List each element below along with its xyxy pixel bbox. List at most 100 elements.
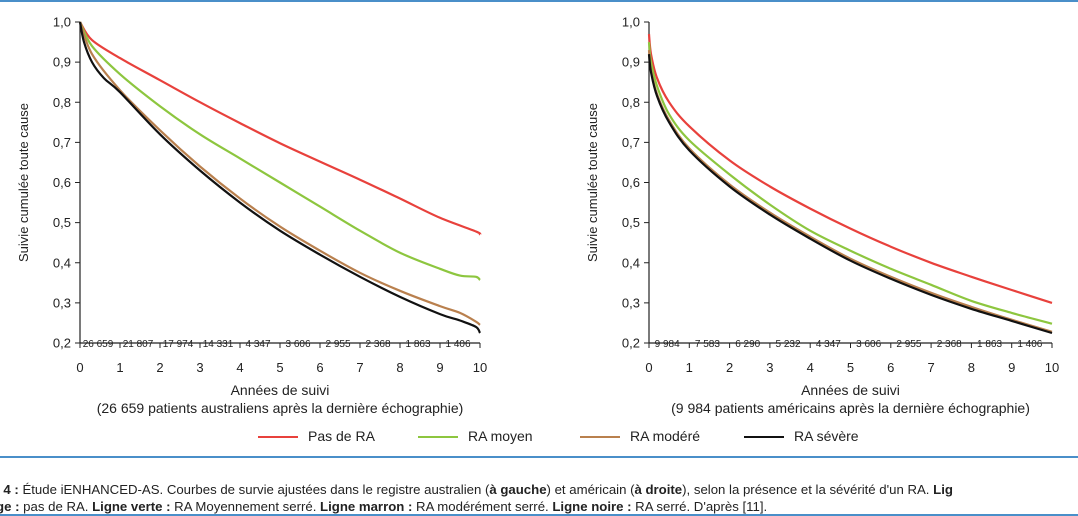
chart1-series-pas-de-ra bbox=[79, 21, 482, 236]
top-rule bbox=[0, 0, 1078, 2]
chart1-y-tick-label: 1,0 bbox=[53, 15, 71, 30]
chart2-x-tick-label: 3 bbox=[766, 360, 773, 375]
chart2-at-risk-label: 7 583 bbox=[695, 339, 720, 350]
chart1-x-tick-label: 7 bbox=[356, 360, 363, 375]
chart2-at-risk-label: 6 290 bbox=[735, 339, 760, 350]
chart2-series-ra-moyen bbox=[647, 42, 1053, 325]
legend-label: RA sévère bbox=[794, 428, 859, 444]
chart2-x-tick-label: 2 bbox=[726, 360, 733, 375]
caption-bold: Ligne verte : bbox=[92, 499, 171, 514]
figure-caption: g. 4 : Étude iENHANCED-AS. Courbes de su… bbox=[0, 481, 1078, 515]
chart2-x-tick-label: 5 bbox=[847, 360, 854, 375]
chart1-y-axis-label: Suivie cumulée toute cause bbox=[16, 103, 31, 262]
chart2-at-risk-label: 2 368 bbox=[937, 339, 962, 350]
chart1-series-ra-modere bbox=[78, 21, 481, 326]
chart1-x-axis-sublabel: (26 659 patients australiens après la de… bbox=[97, 400, 464, 416]
chart1-y-tick-label: 0,8 bbox=[53, 95, 71, 110]
chart2-series-ra-modere bbox=[647, 50, 1053, 333]
chart2-y-tick-label: 0,4 bbox=[622, 255, 640, 270]
chart2-at-risk-label: 9 984 bbox=[655, 339, 680, 350]
chart1-at-risk-label: 1 406 bbox=[445, 339, 470, 350]
legend-swatch-black bbox=[744, 436, 784, 439]
legend-item-ra-moyen: RA moyen bbox=[418, 428, 533, 444]
legend: Pas de RA RA moyen RA modéré RA sévère bbox=[0, 424, 1078, 450]
legend-label: RA modéré bbox=[630, 428, 701, 444]
chart1-y-tick-label: 0,3 bbox=[53, 295, 71, 310]
chart1-x-tick-label: 1 bbox=[116, 360, 123, 375]
chart2-x-axis-label: Années de suivi bbox=[801, 382, 900, 398]
chart1-at-risk-label: 26 659 bbox=[83, 339, 114, 350]
chart1-at-risk-label: 1 863 bbox=[405, 339, 430, 350]
chart1-x-tick-label: 8 bbox=[396, 360, 403, 375]
chart1-x-tick-label: 3 bbox=[196, 360, 203, 375]
chart1-at-risk-label: 3 606 bbox=[285, 339, 310, 350]
caption-text: RA serré. D'après [11]. bbox=[631, 499, 768, 514]
chart1-at-risk-label: 2 955 bbox=[325, 339, 350, 350]
caption-top-rule bbox=[0, 456, 1078, 458]
caption-line-1: g. 4 : Étude iENHANCED-AS. Courbes de su… bbox=[0, 481, 1078, 498]
chart2-x-tick-label: 7 bbox=[927, 360, 934, 375]
chart2-at-risk-label: 2 955 bbox=[896, 339, 921, 350]
caption-fig-label: g. 4 : bbox=[0, 482, 19, 497]
chart2-y-tick-label: 1,0 bbox=[622, 15, 640, 30]
chart1-at-risk-label: 4 347 bbox=[245, 339, 270, 350]
caption-text: ) et américain ( bbox=[546, 482, 635, 497]
chart2-x-tick-label: 4 bbox=[807, 360, 814, 375]
chart2-x-axis-sublabel: (9 984 patients américains après la dern… bbox=[671, 400, 1030, 416]
legend-item-pas-de-ra: Pas de RA bbox=[258, 428, 375, 444]
legend-item-ra-severe: RA sévère bbox=[744, 428, 859, 444]
chart1-x-tick-label: 2 bbox=[156, 360, 163, 375]
caption-text: ), selon la présence et la sévérité d'un… bbox=[682, 482, 934, 497]
chart1-at-risk-label: 17 974 bbox=[163, 339, 194, 350]
legend-swatch-green bbox=[418, 436, 458, 439]
caption-text: RA Moyennement serré. bbox=[170, 499, 321, 514]
caption-bold: Ligne noire : bbox=[552, 499, 632, 514]
chart2-at-risk-label: 1 863 bbox=[977, 339, 1002, 350]
caption-bold: à gauche bbox=[489, 482, 547, 497]
chart1-y-tick-label: 0,4 bbox=[53, 255, 71, 270]
chart2-x-tick-label: 0 bbox=[645, 360, 652, 375]
chart2-x-tick-label: 1 bbox=[686, 360, 693, 375]
chart2-series-pas-de-ra bbox=[647, 33, 1053, 304]
chart2-y-axis-label: Suivie cumulée toute cause bbox=[585, 103, 600, 262]
chart1-at-risk-label: 21 807 bbox=[123, 339, 154, 350]
chart2-y-tick-label: 0,8 bbox=[622, 95, 640, 110]
caption-text: Étude iENHANCED-AS. Courbes de survie aj… bbox=[18, 482, 490, 497]
caption-line-2: uge : pas de RA. Ligne verte : RA Moyenn… bbox=[0, 498, 1078, 515]
caption-bold: Lig bbox=[933, 482, 953, 497]
caption-bold: uge : bbox=[0, 499, 20, 514]
chart1-y-tick-label: 0,7 bbox=[53, 135, 71, 150]
chart1-x-tick-label: 5 bbox=[276, 360, 283, 375]
chart2-y-tick-label: 0,3 bbox=[622, 295, 640, 310]
chart1-series-ra-severe bbox=[78, 21, 481, 334]
chart1-y-tick-label: 0,2 bbox=[53, 336, 71, 351]
legend-item-ra-modere: RA modéré bbox=[580, 428, 700, 444]
chart1-x-tick-label: 9 bbox=[436, 360, 443, 375]
chart2-x-tick-label: 6 bbox=[887, 360, 894, 375]
caption-bold: Ligne marron : bbox=[320, 499, 413, 514]
chart2-series-ra-severe bbox=[647, 53, 1053, 335]
chart2-x-tick-label: 10 bbox=[1045, 360, 1059, 375]
chart1-x-tick-label: 4 bbox=[236, 360, 243, 375]
chart2-at-risk-label: 4 347 bbox=[816, 339, 841, 350]
chart1-y-tick-label: 0,6 bbox=[53, 175, 71, 190]
chart1-at-risk-label: 2 368 bbox=[365, 339, 390, 350]
caption-text: pas de RA. bbox=[19, 499, 93, 514]
legend-swatch-brown bbox=[580, 436, 620, 439]
chart1-series-ra-moyen bbox=[79, 21, 481, 281]
chart2-x-tick-label: 9 bbox=[1008, 360, 1015, 375]
chart2-at-risk-label: 5 232 bbox=[776, 339, 801, 350]
chart2-y-tick-label: 0,9 bbox=[622, 55, 640, 70]
chart1-x-tick-label: 0 bbox=[76, 360, 83, 375]
chart2-at-risk-label: 3 606 bbox=[856, 339, 881, 350]
chart1-x-axis-label: Années de suivi bbox=[231, 382, 330, 398]
chart2-y-tick-label: 0,5 bbox=[622, 215, 640, 230]
legend-label: RA moyen bbox=[468, 428, 533, 444]
chart2-y-tick-label: 0,6 bbox=[622, 175, 640, 190]
legend-label: Pas de RA bbox=[308, 428, 375, 444]
legend-swatch-red bbox=[258, 436, 298, 439]
chart2-at-risk-label: 1 406 bbox=[1017, 339, 1042, 350]
caption-text: RA modérément serré. bbox=[412, 499, 553, 514]
caption-bold: à droite bbox=[634, 482, 683, 497]
chart2-x-tick-label: 8 bbox=[968, 360, 975, 375]
